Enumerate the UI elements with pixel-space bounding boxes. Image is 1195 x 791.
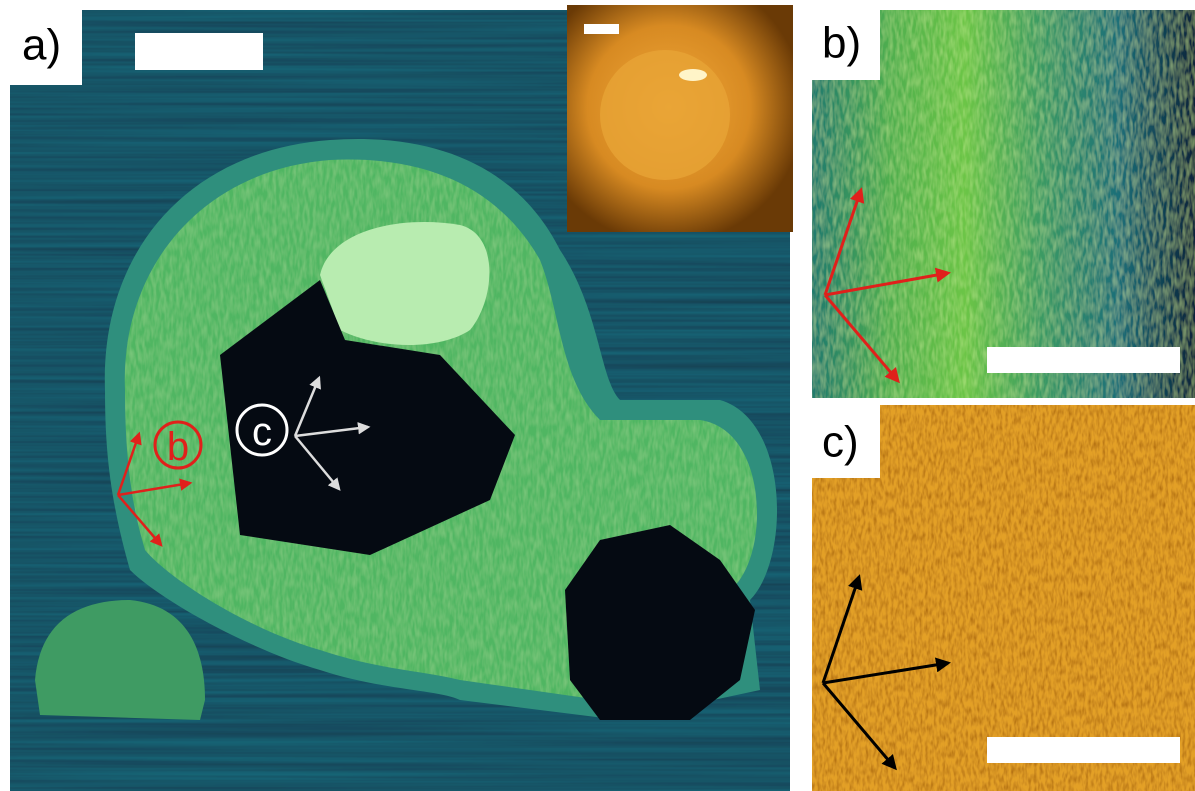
panel-label: c) [822, 418, 859, 467]
inset-feature [679, 69, 707, 81]
figure: a) b c b) c) [0, 0, 1195, 791]
panel-a: a) b c [0, 0, 793, 791]
panel-c: c) [812, 405, 1195, 791]
scale-bar [584, 24, 619, 34]
marker-label: b [167, 425, 189, 469]
marker-label: c [252, 410, 272, 454]
scale-bar [987, 737, 1180, 763]
panel-label: a) [22, 21, 61, 70]
panel-b: b) [812, 10, 1195, 398]
inset-feature [600, 50, 730, 180]
scale-bar [987, 347, 1180, 373]
scale-bar [135, 33, 263, 70]
panel-label: b) [822, 19, 861, 68]
